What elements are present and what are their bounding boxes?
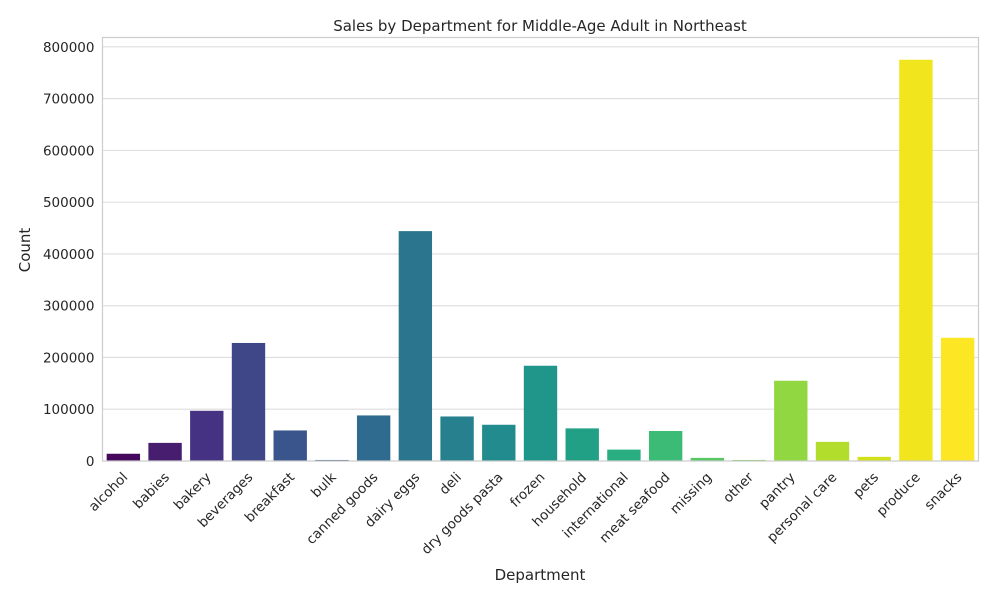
bar-bakery: [190, 410, 224, 461]
bar-babies: [148, 442, 182, 461]
bar-missing: [690, 457, 725, 461]
bar-produce: [899, 59, 933, 461]
bar-pets: [857, 456, 891, 461]
bar-household: [565, 428, 599, 461]
x-tick-label: babies: [130, 470, 173, 513]
y-axis-label: Count: [16, 228, 34, 273]
bar-alcohol: [106, 453, 141, 461]
x-tick-label: deli: [436, 470, 465, 499]
bar-frozen: [523, 365, 558, 461]
y-tick-label: 600000: [43, 143, 95, 159]
bar-dry-goods-pasta: [482, 424, 516, 461]
bar-personal-care: [815, 441, 850, 461]
y-tick-labels: 0 100000 200000 300000 400000 500000 600000 700…: [43, 40, 95, 470]
x-tick-label: produce: [874, 470, 924, 520]
y-tick-label: 300000: [43, 299, 95, 315]
y-tick-label: 400000: [43, 247, 95, 263]
bars: [106, 59, 975, 461]
x-tick-label: snacks: [922, 470, 966, 514]
plot-frame: [101, 36, 980, 462]
bar-canned-goods: [356, 415, 391, 461]
x-tick-label: pets: [850, 470, 882, 502]
bar-pantry: [774, 380, 808, 461]
bar-beverages: [231, 342, 266, 461]
x-tick-label: frozen: [507, 470, 548, 511]
x-axis-label: Department: [495, 566, 586, 584]
x-tick-label: canned goods: [303, 470, 381, 548]
bar-breakfast: [273, 430, 307, 461]
y-tick-label: 700000: [43, 92, 95, 108]
bar-meat-seafood: [648, 430, 683, 461]
y-tick-label: 100000: [43, 402, 95, 418]
x-tick-label: other: [720, 469, 757, 506]
x-tick-label: missing: [667, 470, 715, 518]
y-tick-label: 0: [86, 454, 95, 470]
y-tick-label: 500000: [43, 195, 95, 211]
bar-dairy-eggs: [398, 231, 433, 461]
bar-deli: [440, 416, 474, 461]
y-tick-label: 800000: [43, 40, 95, 56]
bar-snacks: [940, 337, 975, 461]
chart-title: Sales by Department for Middle-Age Adult…: [333, 17, 747, 35]
bar-international: [607, 449, 641, 461]
x-tick-label: alcohol: [86, 470, 131, 515]
y-tick-label: 200000: [43, 350, 95, 366]
x-tick-label: bulk: [308, 469, 340, 501]
